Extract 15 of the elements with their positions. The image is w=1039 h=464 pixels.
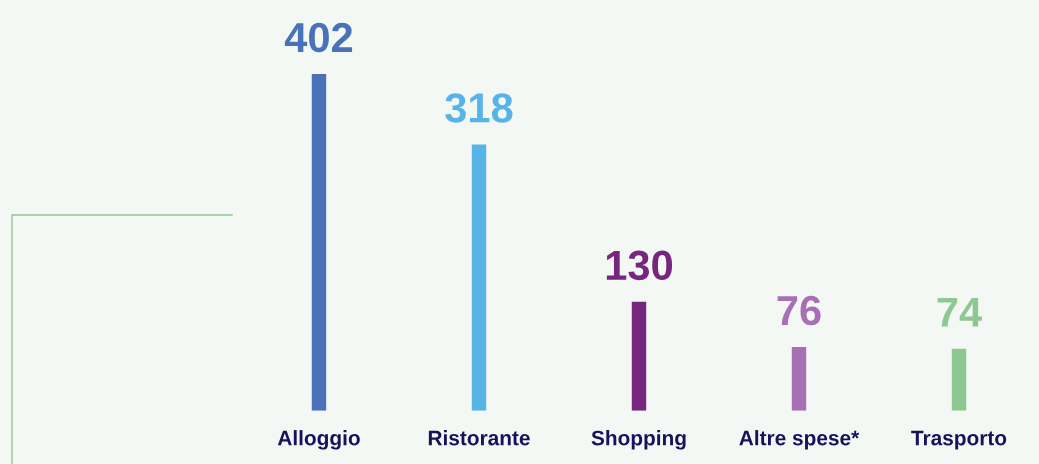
bar [471,144,487,411]
bar [311,74,327,411]
bar [631,301,647,411]
data-label: 74 [937,297,982,327]
bar [791,347,807,411]
data-label: 318 [445,93,513,123]
data-label: 402 [284,22,353,53]
x-tick-label: Alloggio [277,430,360,450]
data-label: 130 [606,250,673,281]
x-tick-label: Shopping [591,430,686,450]
x-tick-label: Ristorante [428,430,530,446]
data-label: 76 [777,295,821,326]
x-tick-label: Trasporto [911,430,1007,450]
x-tick-label: Altre spese* [739,430,860,450]
bar [951,348,967,411]
